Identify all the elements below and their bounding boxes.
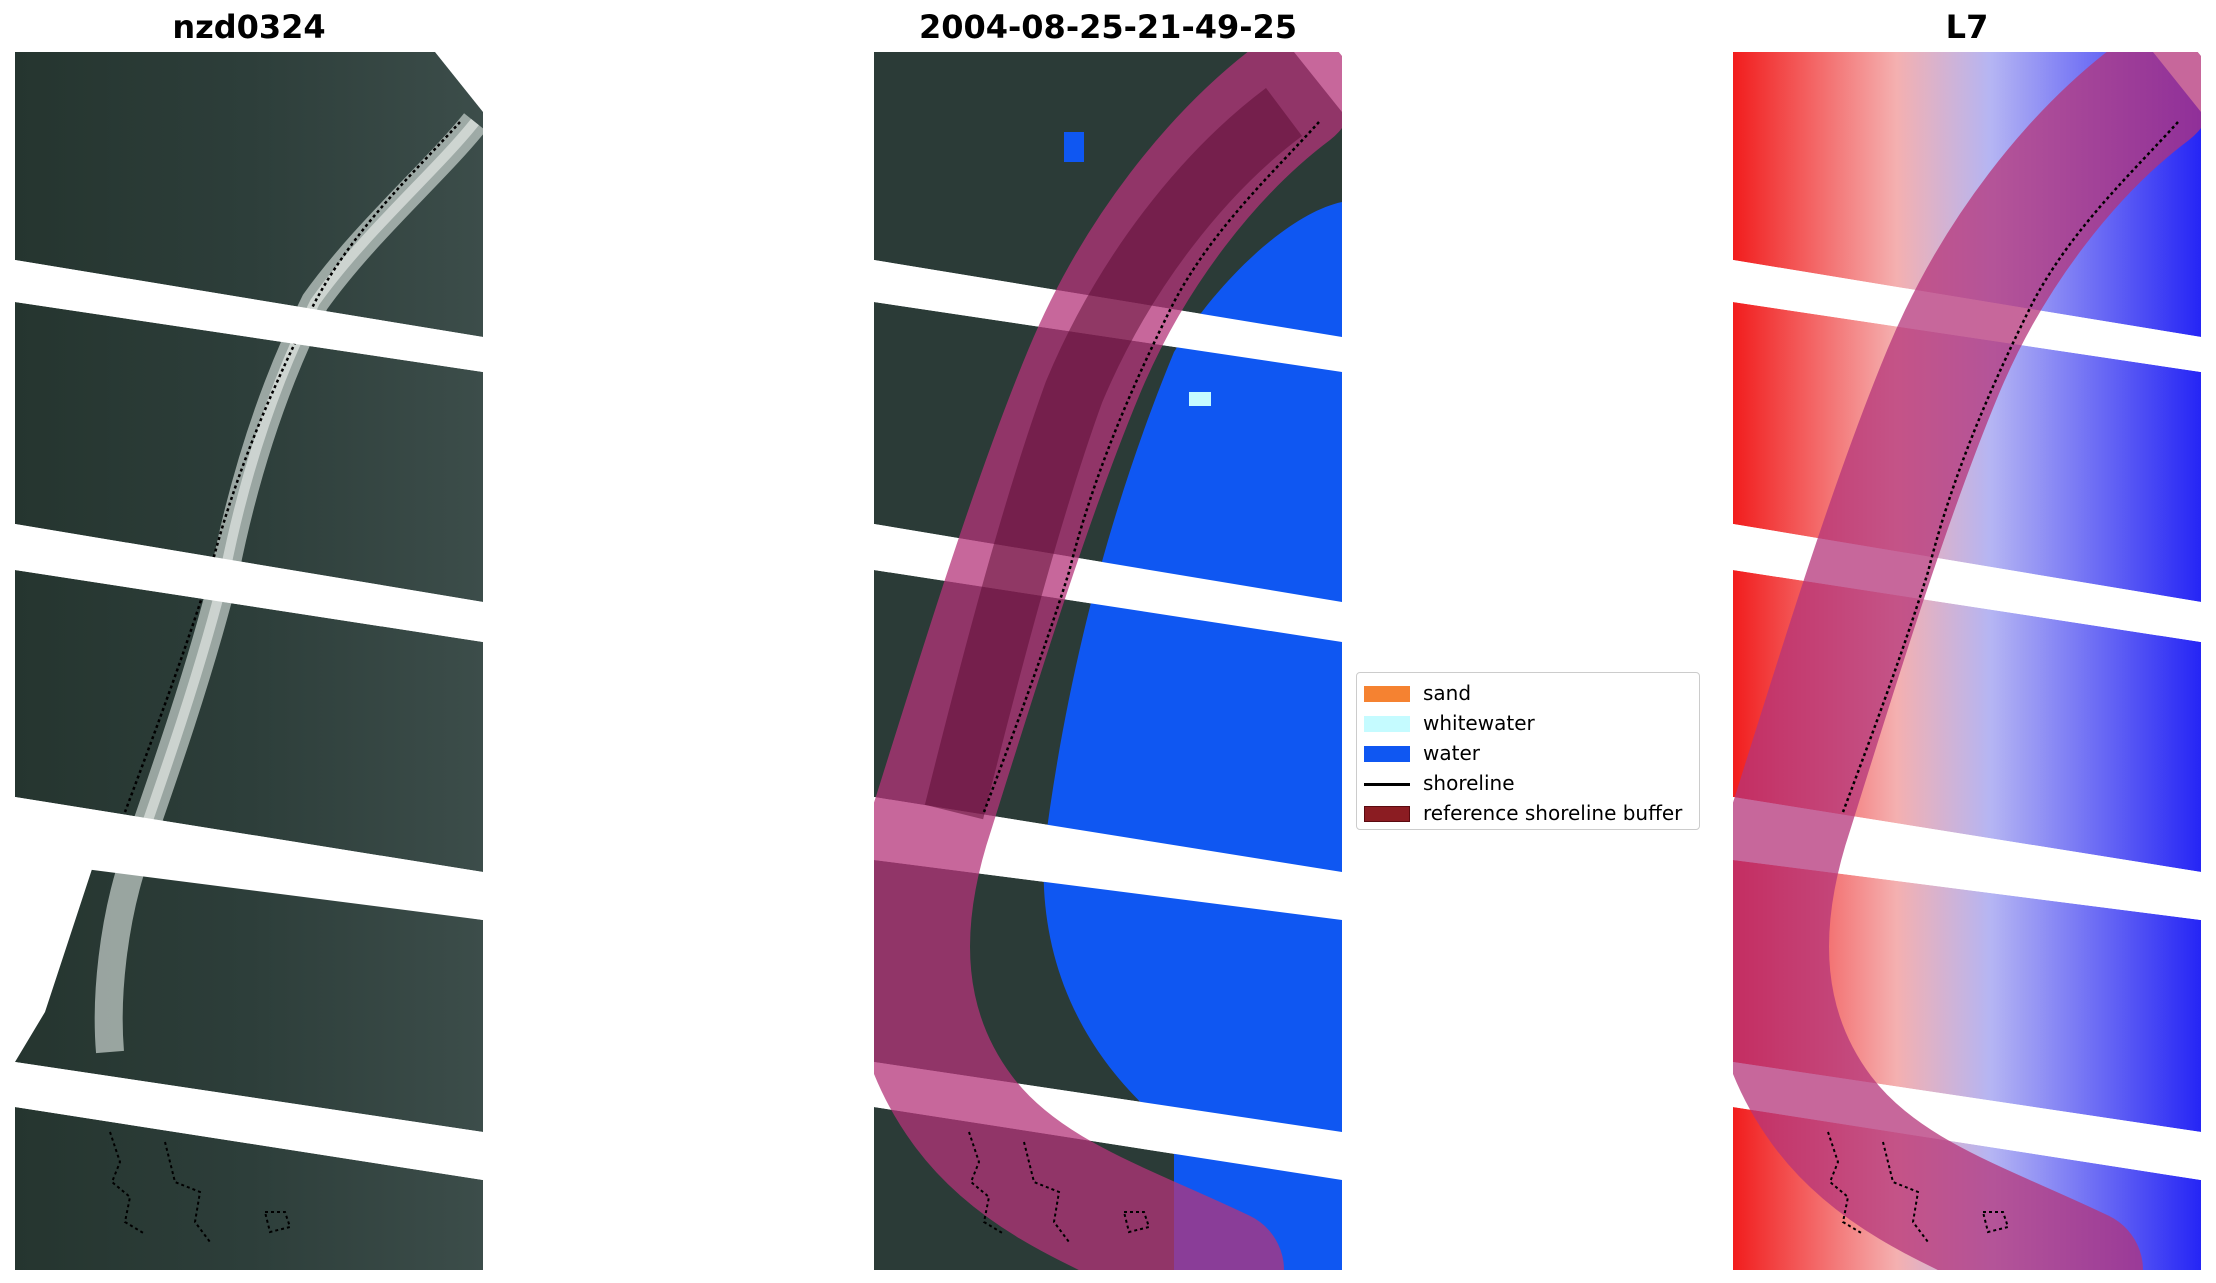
legend-label: sand: [1423, 681, 1472, 705]
shoreline-trace: [982, 121, 1320, 813]
water-swatch: [1364, 746, 1410, 762]
reference-shoreline-buffer: [1733, 52, 2201, 1270]
whitewater-swatch: [1364, 716, 1410, 732]
index-image-panel: [1733, 52, 2201, 1270]
shoreline-trace: [1841, 121, 2179, 813]
legend-item-water: water: [1357, 737, 1697, 767]
panel-title-classified: 2004-08-25-21-49-25: [918, 8, 1298, 46]
water-index-image: [1733, 52, 2201, 1270]
legend-label: reference shoreline buffer: [1423, 801, 1683, 825]
sand-swatch: [1364, 686, 1410, 702]
classified-image-panel: [874, 52, 1342, 1270]
legend-item-whitewater: whitewater: [1357, 707, 1697, 737]
rgb-satellite-image: [15, 52, 483, 1270]
buffer-swatch: [1364, 806, 1410, 822]
classified-image: [874, 52, 1342, 1270]
legend-item-sand: sand: [1357, 677, 1697, 707]
legend-label: water: [1423, 741, 1480, 765]
panel-title-rgb: nzd0324: [172, 8, 326, 46]
legend-item-shoreline: shoreline: [1357, 767, 1697, 797]
legend-label: shoreline: [1423, 771, 1515, 795]
shoreline-trace: [123, 121, 461, 813]
legend-label: whitewater: [1423, 711, 1535, 735]
legend: sand whitewater water shoreline referenc…: [1356, 672, 1700, 830]
rgb-image-panel: [15, 52, 483, 1270]
legend-item-buffer: reference shoreline buffer: [1357, 797, 1697, 827]
shoreline-line-icon: [1364, 783, 1410, 786]
panel-title-index: L7: [1945, 8, 1989, 46]
